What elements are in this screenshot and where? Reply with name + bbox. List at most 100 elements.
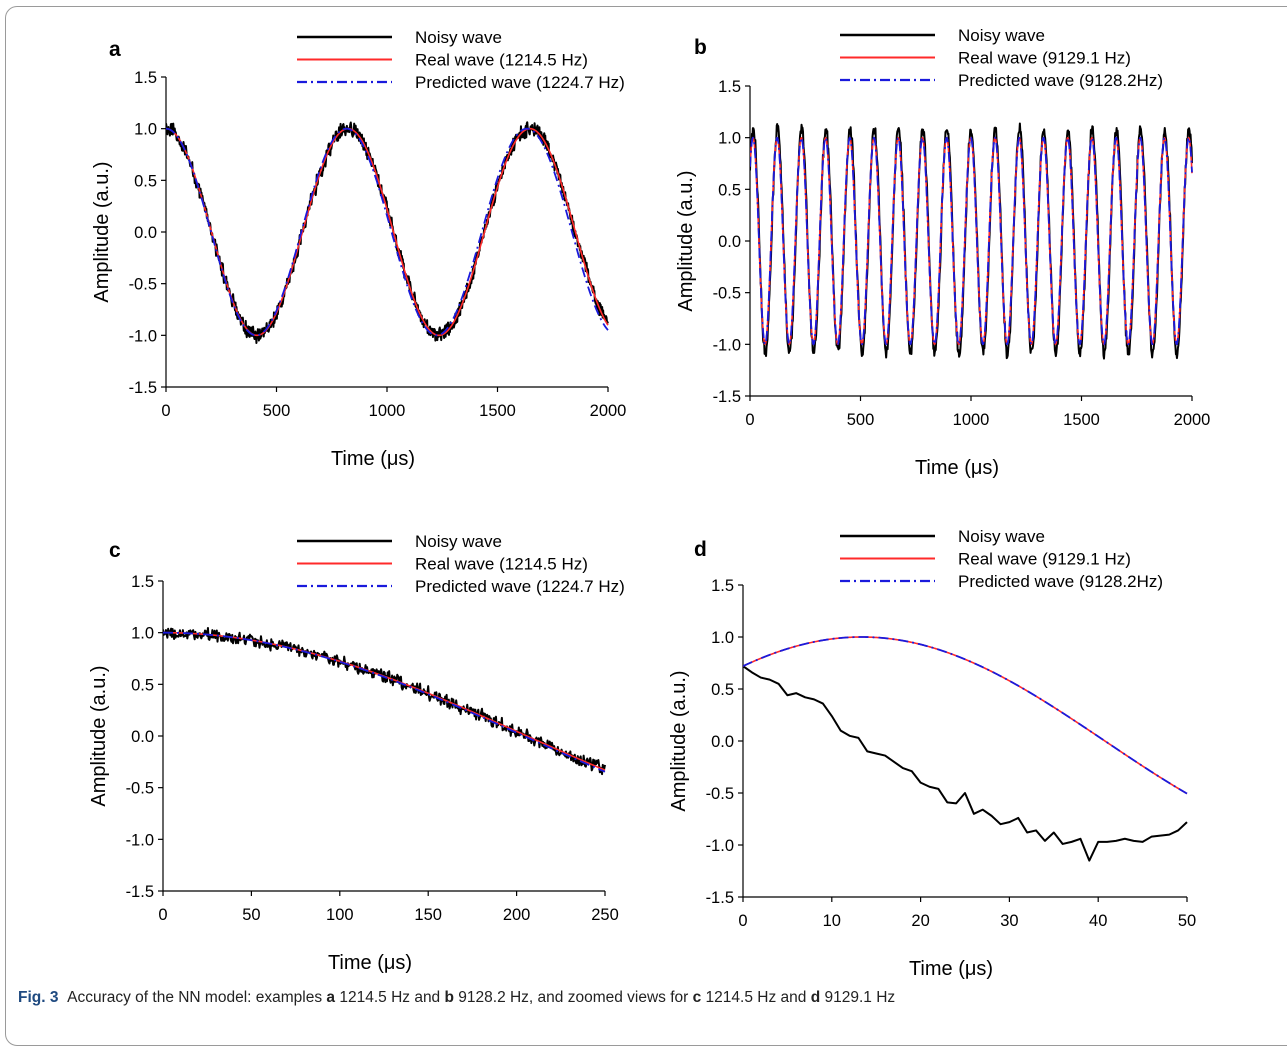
legend: Noisy wave Real wave (9129.1 Hz) Predicted…	[840, 527, 1163, 591]
legend-label: Real wave (9129.1 Hz)	[958, 49, 1131, 68]
series-line-predicted	[166, 127, 609, 337]
series-line-real	[743, 636, 1188, 795]
y-tick-label: -0.5	[706, 785, 734, 803]
x-axis-label: Time (μs)	[328, 952, 412, 974]
y-tick-label: 0.5	[131, 676, 154, 694]
x-axis-label: Time (μs)	[915, 457, 999, 479]
panel-letter-d: d	[694, 538, 707, 561]
x-tick-label: 1500	[479, 402, 516, 420]
series-line-noisy	[166, 121, 609, 344]
legend-label: Real wave (1214.5 Hz)	[415, 555, 588, 574]
x-tick-label: 500	[263, 402, 291, 420]
x-tick-label: 0	[158, 906, 167, 924]
x-tick-label: 30	[1000, 912, 1018, 930]
figure-svg: a-1.5-1.0-0.50.00.51.01.50 500 1000 1500 200…	[88, 26, 1210, 980]
chart-panel-d: d -1.5 -1.0 -0.5 0.0 0.5 1.0 1.5 0 10 20 30 40 50 Time…	[668, 527, 1196, 980]
y-tick-label: -1.0	[126, 831, 154, 849]
y-tick-label: 0.0	[718, 233, 741, 251]
x-tick-label: 0	[745, 411, 754, 429]
caption-a: a	[326, 989, 336, 1006]
y-tick-label: 1.0	[131, 625, 154, 643]
caption-text-2: 1214.5 Hz and	[335, 989, 445, 1006]
series-line-predicted	[163, 631, 606, 773]
legend-label: Noisy wave	[415, 532, 502, 551]
y-tick-label: 1.5	[131, 573, 154, 591]
y-tick-label: -1.0	[706, 837, 734, 855]
x-axis-label: Time (μs)	[331, 448, 415, 470]
y-tick-label: 0.5	[711, 681, 734, 699]
series-line-noisy	[743, 665, 1188, 862]
legend: Noisy wave Real wave (9129.1 Hz) Predicted…	[840, 26, 1163, 90]
caption-text-4: 1214.5 Hz and	[701, 989, 811, 1006]
legend-label: Noisy wave	[958, 527, 1045, 546]
y-tick-label: 0.5	[134, 172, 157, 190]
y-tick-label: -1.5	[713, 388, 741, 406]
y-tick-label: -1.5	[126, 883, 154, 901]
y-tick-label: 1.5	[134, 69, 157, 87]
x-tick-label: 20	[911, 912, 929, 930]
x-tick-label: 40	[1089, 912, 1107, 930]
x-tick-label: 1500	[1063, 411, 1100, 429]
x-axis-label: Time (μs)	[909, 958, 993, 980]
x-tick-label: 250	[591, 906, 619, 924]
y-tick-label: 1.0	[134, 121, 157, 139]
y-axis-label: Amplitude (a.u.)	[88, 665, 110, 806]
chart-panel-a: a -1.5 -1.0 -0.5 0.0 0.5 1.0 1.5 0 500 1000 1500 200…	[91, 28, 626, 470]
chart-panel-b: b -1.5 -1.0 -0.5 0.0 0.5 1.0 1.5 0 500 1000 1500 200…	[675, 26, 1210, 479]
y-tick-label: -0.5	[129, 276, 157, 294]
caption-text-1: Accuracy of the NN model: examples	[67, 989, 327, 1006]
y-axis-label: Amplitude (a.u.)	[675, 170, 697, 311]
legend-label: Predicted wave (1224.7 Hz)	[415, 73, 625, 92]
legend-label: Real wave (1214.5 Hz)	[415, 51, 588, 70]
series-line-predicted	[743, 636, 1188, 795]
legend-label: Noisy wave	[958, 26, 1045, 45]
x-tick-label: 1000	[369, 402, 406, 420]
x-tick-label: 500	[847, 411, 875, 429]
y-tick-label: -1.5	[129, 379, 157, 397]
y-tick-label: 0.5	[718, 181, 741, 199]
caption-text-5: 9129.1 Hz	[820, 989, 896, 1006]
legend-label: Predicted wave (1224.7 Hz)	[415, 577, 625, 596]
y-tick-label: 1.5	[711, 577, 734, 595]
y-axis-label: Amplitude (a.u.)	[668, 670, 690, 811]
legend-label: Real wave (9129.1 Hz)	[958, 550, 1131, 569]
series-line-real	[163, 631, 606, 771]
caption-fig-label: Fig. 3	[18, 989, 59, 1006]
y-tick-label: -0.5	[713, 285, 741, 303]
series-line-noisy	[163, 626, 606, 776]
legend-label: Predicted wave (9128.2Hz)	[958, 572, 1163, 591]
legend-label: Predicted wave (9128.2Hz)	[958, 71, 1163, 90]
legend-label: Noisy wave	[415, 28, 502, 47]
x-tick-label: 10	[823, 912, 841, 930]
x-tick-label: 50	[242, 906, 260, 924]
y-tick-label: -1.0	[129, 327, 157, 345]
caption-text-3: 9128.2 Hz, and zoomed views for	[453, 989, 693, 1006]
caption-b: b	[444, 989, 454, 1006]
y-tick-label: 1.0	[718, 130, 741, 148]
panel-letter-c: c	[109, 539, 121, 562]
y-tick-label: 1.0	[711, 629, 734, 647]
caption-c: c	[692, 989, 702, 1006]
x-tick-label: 2000	[590, 402, 627, 420]
x-tick-label: 150	[414, 906, 442, 924]
series-line-predicted	[750, 136, 1193, 346]
legend: Noisy wave Real wave (1214.5 Hz) Predicted…	[297, 532, 625, 596]
panel-letter-a: a	[109, 38, 121, 61]
legend: Noisy wave Real wave (1214.5 Hz) Predicted…	[297, 28, 625, 92]
x-tick-label: 0	[161, 402, 170, 420]
figure-caption: Fig. 3 Accuracy of the NN model: example…	[18, 989, 895, 1007]
y-tick-label: 0.0	[134, 224, 157, 242]
chart-panel-c: c -1.5 -1.0 -0.5 0.0 0.5 1.0 1.5 0 50 100 150 200 250…	[88, 532, 625, 974]
y-tick-label: 0.0	[711, 733, 734, 751]
y-tick-label: -1.5	[706, 889, 734, 907]
x-tick-label: 100	[326, 906, 354, 924]
x-tick-label: 50	[1178, 912, 1196, 930]
y-tick-label: -1.0	[713, 336, 741, 354]
caption-d: d	[810, 989, 821, 1006]
y-axis-label: Amplitude (a.u.)	[91, 161, 113, 302]
y-tick-label: 1.5	[718, 78, 741, 96]
x-tick-label: 2000	[1174, 411, 1211, 429]
panel-letter-b: b	[694, 36, 707, 59]
x-tick-label: 200	[503, 906, 531, 924]
x-tick-label: 0	[738, 912, 747, 930]
